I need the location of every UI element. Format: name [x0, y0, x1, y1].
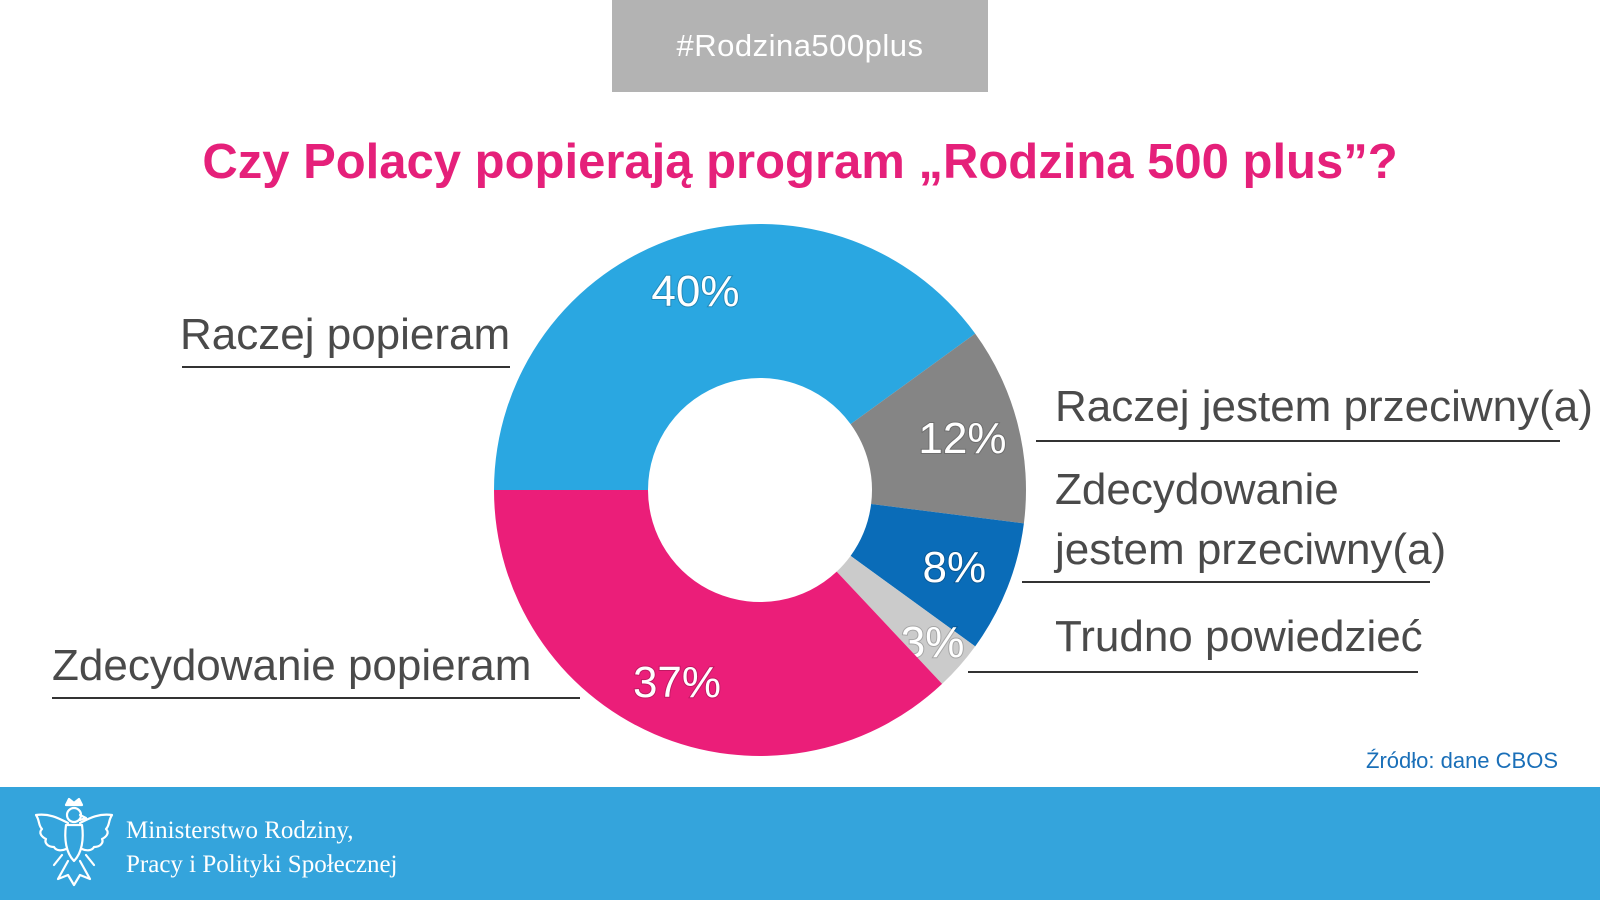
- underline-zdecydowanie-przeciwny: [1022, 581, 1430, 583]
- slice-zdecydowanie-popieram: [494, 490, 943, 756]
- underline-trudno: [968, 671, 1418, 673]
- underline-zdecydowanie-popieram: [52, 697, 580, 699]
- underline-raczej-popieram: [182, 366, 510, 368]
- label-zdecydowanie-przeciwny-2: jestem przeciwny(a): [1055, 525, 1447, 574]
- hashtag-text: #Rodzina500plus: [676, 28, 924, 63]
- label-raczej-przeciwny: Raczej jestem przeciwny(a): [1055, 382, 1593, 431]
- slice-trudno-powiedzieć: [836, 555, 976, 684]
- ministry-name: Ministerstwo Rodziny, Pracy i Polityki S…: [126, 814, 397, 882]
- slice-raczej-jestem-przeciwny-a-: [850, 333, 1026, 524]
- eagle-emblem-icon: [34, 797, 114, 887]
- footer-bar: Ministerstwo Rodziny, Pracy i Polityki S…: [0, 787, 1600, 900]
- hashtag-banner: #Rodzina500plus: [612, 0, 988, 92]
- slice-value-label: 8%: [923, 543, 987, 592]
- slice-zdecydowanie-jestem-przeciwny-a-: [850, 504, 1024, 647]
- label-raczej-popieram: Raczej popieram: [180, 310, 511, 359]
- underline-raczej-przeciwny: [1036, 440, 1560, 442]
- ministry-line-2: Pracy i Polityki Społecznej: [126, 851, 398, 878]
- slice-value-label: 40%: [651, 267, 739, 316]
- label-zdecydowanie-popieram: Zdecydowanie popieram: [52, 641, 532, 690]
- source-note: Źródło: dane CBOS: [1366, 748, 1558, 773]
- label-trudno: Trudno powiedzieć: [1055, 612, 1423, 661]
- slice-value-label: 12%: [918, 414, 1006, 463]
- slice-raczej-popieram: [494, 223, 976, 490]
- label-zdecydowanie-przeciwny-1: Zdecydowanie: [1055, 465, 1339, 514]
- ministry-line-1: Ministerstwo Rodziny,: [126, 817, 354, 844]
- slice-value-label: 37%: [633, 658, 721, 707]
- chart-title: Czy Polacy popierają program „Rodzina 50…: [202, 135, 1398, 189]
